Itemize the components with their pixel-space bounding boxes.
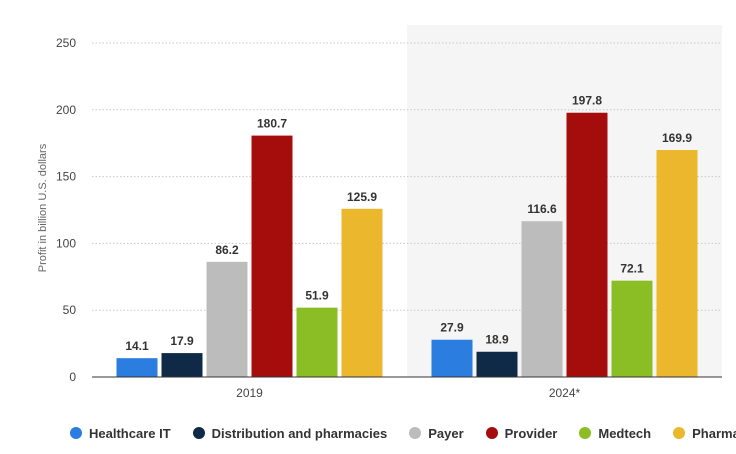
legend-item[interactable]: Medtech — [579, 426, 651, 441]
y-tick-label: 100 — [56, 236, 76, 250]
y-axis-ticks: 0 50 100 150 200 250 — [56, 36, 76, 384]
legend-item[interactable]: Payer — [409, 425, 464, 441]
bar[interactable] — [341, 208, 383, 377]
data-labels: 14.1 17.9 86.2 180.7 51.9 125.9 27.9 18.9 116.6 1… — [125, 94, 692, 353]
data-label: 27.9 — [440, 321, 464, 335]
bar[interactable] — [296, 307, 338, 377]
bar[interactable] — [566, 112, 608, 377]
data-label: 86.2 — [215, 243, 239, 257]
legend-label: Provider — [504, 425, 558, 441]
legend-swatch — [70, 427, 82, 439]
x-axis-categories: 2019 2024* — [236, 386, 580, 400]
data-label: 116.6 — [527, 202, 557, 216]
data-label: 14.1 — [125, 339, 149, 353]
bar[interactable] — [476, 351, 518, 377]
bar[interactable] — [611, 280, 653, 377]
legend-label: Distribution and pharmacies — [211, 425, 388, 441]
legend-label: Payer — [428, 425, 464, 441]
data-label: 51.9 — [305, 289, 329, 303]
bar[interactable] — [521, 221, 563, 377]
y-tick-label: 200 — [56, 103, 76, 117]
x-category-label: 2019 — [236, 386, 263, 400]
data-label: 125.9 — [347, 190, 377, 204]
legend-swatch — [192, 427, 205, 439]
legend-item[interactable]: Healthcare IT — [70, 426, 171, 441]
bar[interactable] — [161, 353, 203, 377]
legend: Healthcare IT Distribution and pharmacies… — [70, 424, 736, 442]
legend-label: Healthcare IT — [89, 425, 171, 441]
y-tick-label: 250 — [56, 36, 76, 50]
legend-swatch — [579, 427, 592, 439]
legend-swatch — [409, 427, 422, 439]
bar[interactable] — [431, 339, 473, 377]
data-label: 17.9 — [170, 334, 194, 348]
bar[interactable] — [116, 358, 158, 377]
data-label: 180.7 — [257, 117, 287, 131]
data-label: 18.9 — [485, 333, 509, 347]
y-axis-title: Profit in billion U.S. dollars — [37, 143, 49, 272]
legend-item[interactable]: Distribution and pharmacies — [192, 425, 388, 441]
bars — [116, 112, 698, 377]
data-label: 72.1 — [620, 262, 644, 276]
data-label: 197.8 — [572, 94, 602, 108]
bar[interactable] — [656, 150, 698, 377]
legend-swatch — [485, 427, 498, 439]
y-tick-label: 0 — [69, 370, 76, 384]
data-label: 169.9 — [662, 131, 692, 145]
bar[interactable] — [206, 261, 248, 377]
y-tick-label: 50 — [63, 303, 77, 317]
legend-swatch — [673, 427, 686, 439]
legend-item[interactable]: Provider — [485, 425, 558, 441]
legend-label: Medtech — [598, 425, 652, 441]
bar[interactable] — [251, 135, 293, 377]
legend-item[interactable]: Pharma — [673, 426, 736, 441]
legend-label: Pharma — [692, 425, 736, 441]
y-tick-label: 150 — [56, 170, 76, 184]
x-category-label: 2024* — [549, 386, 581, 400]
